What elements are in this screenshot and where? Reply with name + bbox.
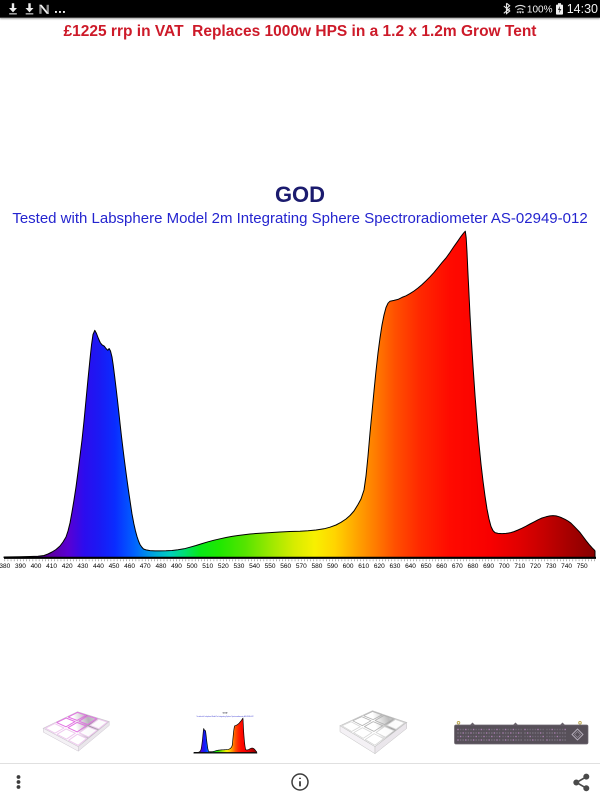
svg-text:500: 500 — [187, 563, 198, 570]
svg-text:420: 420 — [62, 563, 73, 570]
svg-text:650: 650 — [421, 563, 432, 570]
svg-text:470: 470 — [140, 563, 151, 570]
svg-text:450: 450 — [109, 563, 120, 570]
svg-text:680: 680 — [467, 563, 478, 570]
svg-text:740: 740 — [561, 563, 572, 570]
svg-text:700: 700 — [499, 563, 510, 570]
svg-text:390: 390 — [15, 563, 26, 570]
svg-text:14:30: 14:30 — [567, 2, 598, 16]
svg-text:540: 540 — [249, 563, 260, 570]
svg-text:430: 430 — [77, 563, 88, 570]
svg-text:640: 640 — [405, 563, 416, 570]
svg-text:720: 720 — [530, 563, 541, 570]
svg-text:710: 710 — [514, 563, 525, 570]
svg-text:490: 490 — [171, 563, 182, 570]
svg-text:510: 510 — [202, 563, 213, 570]
svg-text:GOD: GOD — [223, 712, 228, 714]
svg-text:100%: 100% — [527, 5, 553, 16]
svg-text:520: 520 — [218, 563, 229, 570]
svg-text:440: 440 — [93, 563, 104, 570]
svg-text:670: 670 — [452, 563, 463, 570]
svg-text:590: 590 — [327, 563, 338, 570]
svg-text:600: 600 — [343, 563, 354, 570]
svg-text:380: 380 — [0, 563, 11, 570]
svg-text:460: 460 — [124, 563, 135, 570]
svg-text:400: 400 — [31, 563, 42, 570]
svg-text:550: 550 — [265, 563, 276, 570]
svg-text:560: 560 — [280, 563, 291, 570]
svg-text:660: 660 — [436, 563, 447, 570]
svg-text:730: 730 — [546, 563, 557, 570]
svg-text:620: 620 — [374, 563, 385, 570]
svg-text:530: 530 — [233, 563, 244, 570]
svg-text:750: 750 — [577, 563, 588, 570]
svg-text:690: 690 — [483, 563, 494, 570]
svg-text:480: 480 — [155, 563, 166, 570]
svg-text:410: 410 — [46, 563, 57, 570]
svg-text:580: 580 — [311, 563, 322, 570]
svg-text:630: 630 — [389, 563, 400, 570]
svg-text:Tested with Labsphere Model 2m: Tested with Labsphere Model 2m Integrati… — [197, 715, 254, 718]
svg-text:570: 570 — [296, 563, 307, 570]
svg-text:610: 610 — [358, 563, 369, 570]
